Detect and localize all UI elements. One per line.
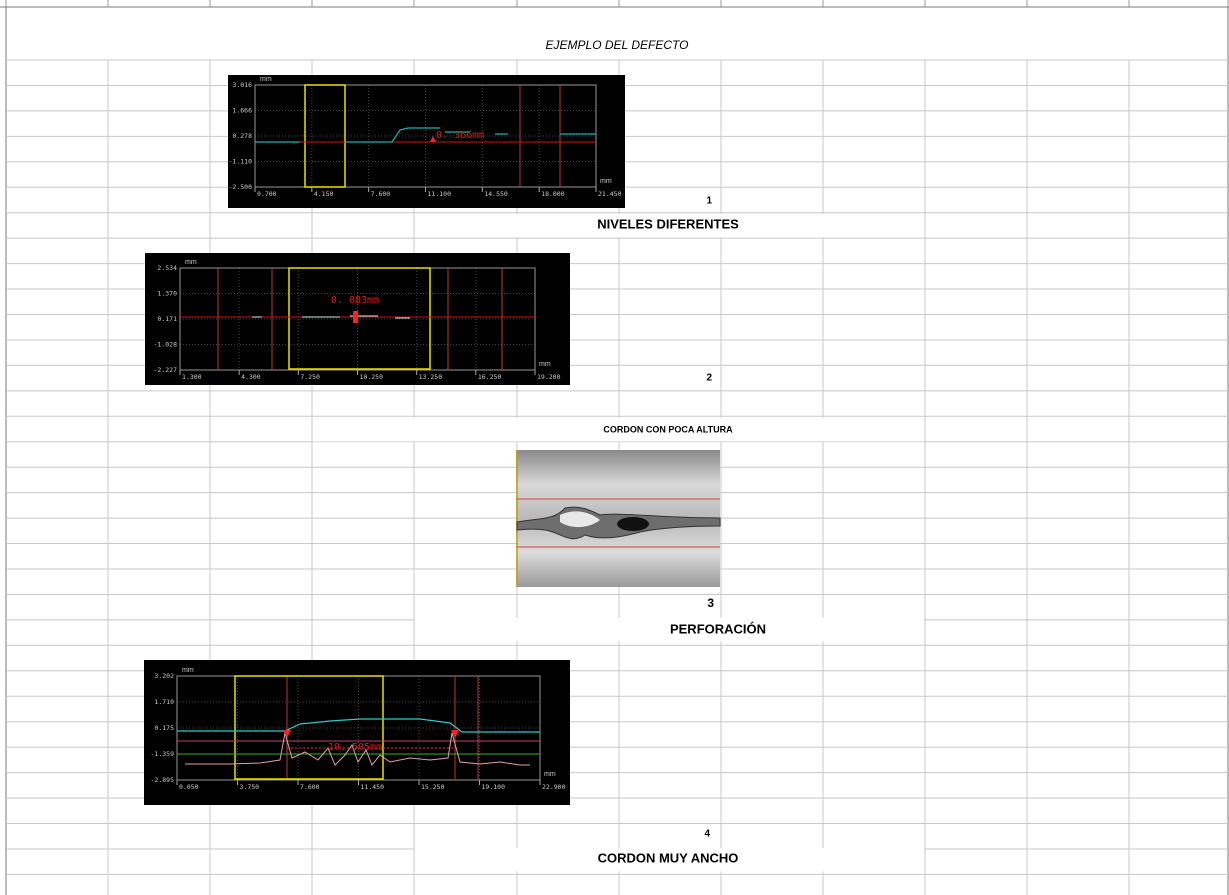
y-unit: mm xyxy=(260,76,272,83)
x-tick-label: 11.450 xyxy=(361,783,385,791)
measure-arrow xyxy=(430,136,436,142)
y-tick-label: -2.895 xyxy=(151,776,175,784)
y-tick-label: -1.110 xyxy=(229,158,253,166)
x-tick-label: 14.550 xyxy=(484,190,508,198)
y-tick-label: 1.666 xyxy=(232,107,252,115)
x-tick-label: 22.900 xyxy=(542,783,566,791)
y-tick-label: -2.227 xyxy=(154,366,178,374)
selection-box xyxy=(288,267,431,370)
x-tick-label: 18.000 xyxy=(541,190,565,198)
measurement: 0. 366mm xyxy=(436,130,484,141)
defect-label: CORDON CON POCA ALTURA xyxy=(603,424,733,434)
merged-cell xyxy=(415,618,924,642)
y-tick-label: 0.171 xyxy=(157,315,177,323)
chart-image: 2.534 1.370 0.171 -1.028 -2.227 1.300 4.300 7.2… xyxy=(145,253,570,385)
x-tick-label: 1.300 xyxy=(182,373,202,381)
x-tick-label: 11.100 xyxy=(428,190,452,198)
profile-line xyxy=(185,732,530,766)
y-tick-label: 1.710 xyxy=(154,698,174,706)
profile-line xyxy=(255,127,596,143)
x-tick-label: 0.700 xyxy=(257,190,277,198)
chart-image: 3.202 1.710 0.175 -1.359 -2.895 0.050 3.750 7.6… xyxy=(144,660,570,805)
x-tick-label: 7.600 xyxy=(300,783,320,791)
selection-box xyxy=(304,84,346,188)
merged-cell xyxy=(313,418,924,442)
defect-label: NIVELES DIFERENTES xyxy=(597,216,739,231)
merged-cell xyxy=(415,214,924,238)
defect-number: 2 xyxy=(706,373,712,384)
selection-box xyxy=(234,675,384,780)
y-tick-label: 2.534 xyxy=(157,264,177,272)
x-tick-label: 4.300 xyxy=(241,373,261,381)
x-tick-label: 7.600 xyxy=(371,190,391,198)
content: 3.016 1.666 0.278 -1.110 -2.500 0.700 4.150 7.6… xyxy=(144,75,924,872)
defect-number: 4 xyxy=(704,829,710,840)
x-unit: mm xyxy=(544,771,556,778)
x-tick-label: 7.250 xyxy=(300,373,320,381)
weld-highlight xyxy=(560,511,600,528)
x-tick-label: 15.250 xyxy=(421,783,445,791)
y-unit: mm xyxy=(182,667,194,674)
x-unit: mm xyxy=(539,361,551,368)
x-tick-label: 16.250 xyxy=(478,373,502,381)
profile-line xyxy=(252,315,410,319)
x-tick-label: 10.250 xyxy=(360,373,384,381)
defect-label: CORDON MUY ANCHO xyxy=(598,850,739,865)
chart-image: 3.016 1.666 0.278 -1.110 -2.500 0.700 4.150 7.6… xyxy=(228,75,625,208)
y-tick-label: 0.278 xyxy=(232,132,252,140)
x-tick-label: 13.250 xyxy=(419,373,443,381)
defect-number: 1 xyxy=(706,196,712,207)
y-tick-label: -1.028 xyxy=(154,341,178,349)
defect-label: PERFORACIÓN xyxy=(670,621,766,636)
profile-line xyxy=(177,718,540,733)
sheet-title: EJEMPLO DEL DEFECTO xyxy=(546,38,689,52)
plot-frame xyxy=(254,84,597,188)
perforation-hole xyxy=(617,517,649,531)
x-tick-label: 0.050 xyxy=(179,783,199,791)
measurement: 0. 083mm xyxy=(331,295,379,306)
x-tick-label: 19.200 xyxy=(537,373,561,381)
x-tick-label: 3.750 xyxy=(240,783,260,791)
weld-photo xyxy=(516,450,721,587)
x-tick-label: 21.450 xyxy=(598,190,622,198)
y-tick-label: 3.202 xyxy=(154,672,174,680)
x-tick-label: 19.100 xyxy=(482,783,506,791)
x-tick-label: 4.150 xyxy=(314,190,334,198)
merged-cell xyxy=(415,848,924,872)
y-tick-label: -2.500 xyxy=(229,183,253,191)
y-tick-label: 0.175 xyxy=(154,724,174,732)
y-tick-label: 1.370 xyxy=(157,290,177,298)
y-unit: mm xyxy=(185,259,197,266)
measurement: 10. 505mm xyxy=(328,742,382,753)
x-unit: mm xyxy=(600,178,612,185)
measure-arrow xyxy=(353,311,358,323)
y-tick-label: 3.016 xyxy=(232,81,252,89)
defect-number: 3 xyxy=(707,596,714,610)
y-tick-label: -1.359 xyxy=(151,750,175,758)
